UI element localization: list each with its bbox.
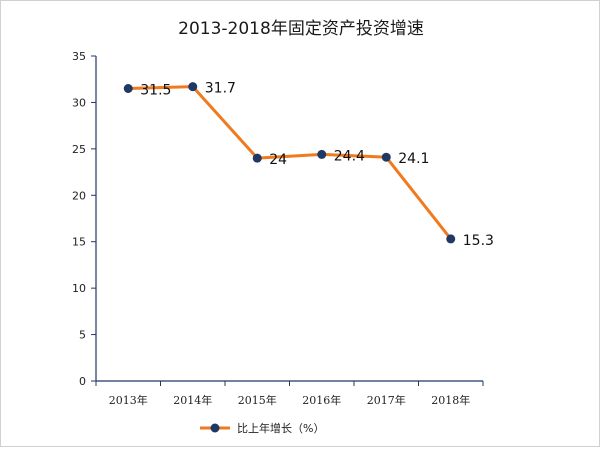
data-label: 24 [269,152,287,168]
x-tick-label: 2014年 [173,393,212,407]
x-tick-label: 2015年 [238,393,277,407]
y-tick-label: 35 [72,50,86,63]
legend-marker-swatch [210,423,220,433]
y-tick-label: 25 [72,143,86,156]
y-tick-label: 10 [72,282,86,295]
legend-label: 比上年增长（%） [237,421,324,435]
data-point-marker [381,152,391,162]
data-label: 31.5 [140,83,171,99]
series-line [128,85,452,240]
axes [95,56,483,382]
chart-title: 2013-2018年固定资产投资增速 [178,19,424,39]
data-point-marker [123,84,133,93]
data-label: 31.7 [205,81,236,97]
data-label: 24.1 [398,151,429,167]
series-line-group: 31.5 31.7 24 24.4 24.1 15.3 [123,81,494,249]
x-tick-label: 2016年 [302,393,341,407]
data-point-marker [317,149,327,159]
y-tick-label: 30 [72,96,86,109]
data-label: 15.3 [463,233,494,249]
x-tick-label: 2018年 [431,393,470,407]
y-tick-label: 5 [79,329,86,342]
x-tick-label: 2013年 [109,393,148,407]
y-tick-label: 20 [72,189,86,202]
data-label: 24.4 [334,148,365,164]
data-point-marker [188,82,198,92]
y-tick-label: 0 [79,375,86,388]
x-tick-label: 2017年 [367,393,406,407]
x-axis-ticks: 2013年 2014年 2015年 2016年 2017年 2018年 [95,381,484,407]
data-point-marker [446,234,456,244]
y-tick-label: 15 [72,236,86,249]
data-point-marker [252,153,262,163]
y-axis-ticks: 0 5 10 15 20 25 30 35 [72,50,96,388]
legend: 比上年增长（%） [200,421,324,435]
